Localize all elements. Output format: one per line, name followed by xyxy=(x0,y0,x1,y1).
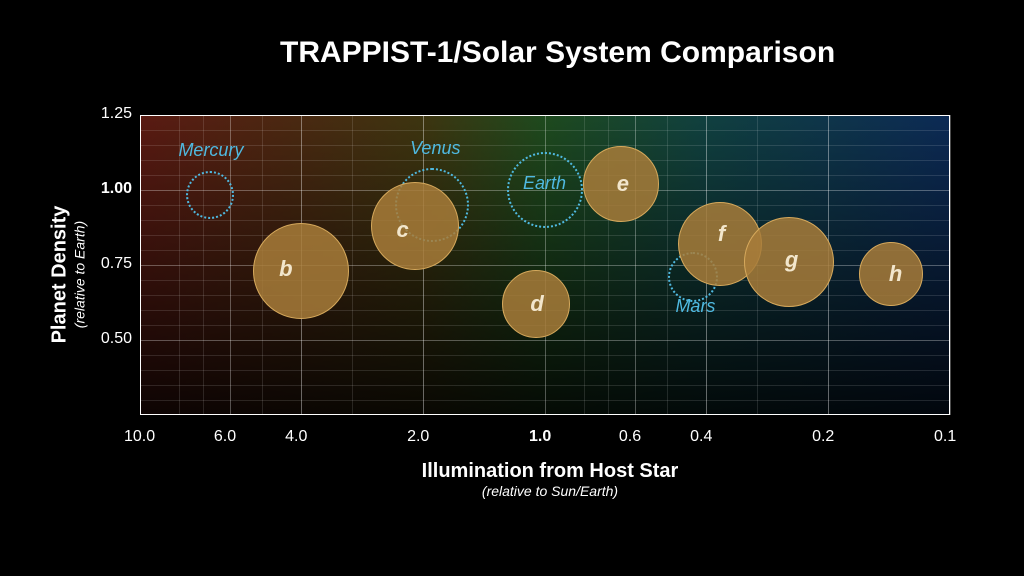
x-axis-label-main: Illumination from Host Star xyxy=(400,460,700,483)
planet-label-mars: Mars xyxy=(675,296,715,317)
plot-area: Mercury Venus Earth Mars b c d e f g h xyxy=(140,115,950,415)
y-axis-label-main: Planet Density xyxy=(49,155,72,395)
trappist-planet-b xyxy=(253,223,349,319)
planet-label-h: h xyxy=(889,261,902,287)
planet-label-e: e xyxy=(617,171,629,197)
x-tick: 1.0 xyxy=(529,428,551,446)
planet-label-g: g xyxy=(785,247,798,273)
chart-title: TRAPPIST-1/Solar System Comparison xyxy=(280,36,835,70)
x-tick: 10.0 xyxy=(124,428,155,446)
x-tick: 6.0 xyxy=(214,428,236,446)
y-tick: 0.50 xyxy=(92,330,132,348)
planet-label-venus: Venus xyxy=(410,138,460,159)
y-tick: 1.00 xyxy=(92,180,132,198)
x-tick: 0.1 xyxy=(934,428,956,446)
x-axis-label-sub: (relative to Sun/Earth) xyxy=(400,483,700,499)
x-tick: 0.6 xyxy=(619,428,641,446)
planet-label-c: c xyxy=(397,217,409,243)
planet-label-mercury: Mercury xyxy=(178,140,243,161)
solar-planet-mercury xyxy=(186,171,234,219)
chart-root: { "title": { "text": "TRAPPIST-1/Solar S… xyxy=(0,0,1024,576)
trappist-planet-c xyxy=(371,182,459,270)
planet-label-earth: Earth xyxy=(523,173,566,194)
x-tick: 0.2 xyxy=(812,428,834,446)
planet-label-b: b xyxy=(279,256,292,282)
y-axis-label-sub: (relative to Earth) xyxy=(72,155,88,395)
y-axis-label: Planet Density (relative to Earth) xyxy=(49,155,88,395)
y-tick: 1.25 xyxy=(92,105,132,123)
x-tick: 2.0 xyxy=(407,428,429,446)
planet-label-f: f xyxy=(718,221,725,247)
x-tick: 0.4 xyxy=(690,428,712,446)
planet-label-d: d xyxy=(530,291,543,317)
x-axis-label: Illumination from Host Star (relative to… xyxy=(400,460,700,499)
y-tick: 0.75 xyxy=(92,255,132,273)
x-tick: 4.0 xyxy=(285,428,307,446)
